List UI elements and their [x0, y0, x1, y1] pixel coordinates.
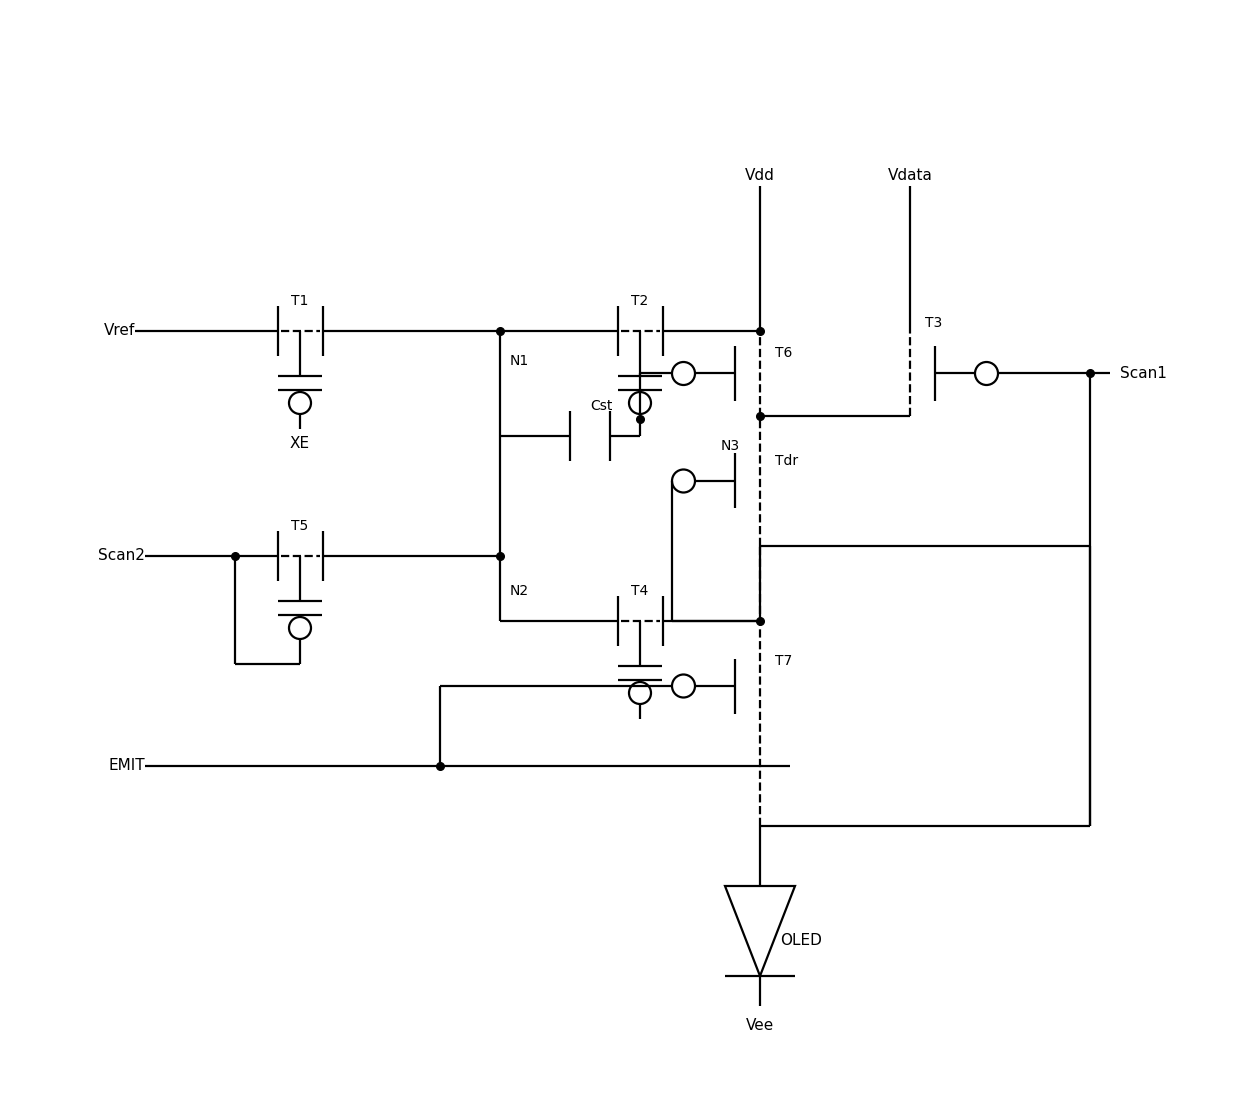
- Text: Tdr: Tdr: [775, 454, 799, 468]
- Text: Cst: Cst: [590, 399, 613, 413]
- Text: T1: T1: [291, 294, 309, 308]
- Text: T5: T5: [291, 520, 309, 533]
- Text: T6: T6: [775, 346, 792, 361]
- Text: N2: N2: [510, 584, 529, 598]
- Text: N3: N3: [720, 439, 740, 453]
- Text: Scan1: Scan1: [1120, 366, 1167, 381]
- Text: EMIT: EMIT: [108, 758, 145, 774]
- Text: Scan2: Scan2: [98, 548, 145, 563]
- Text: OLED: OLED: [780, 934, 822, 948]
- Text: Vdata: Vdata: [888, 169, 932, 183]
- Polygon shape: [725, 886, 795, 977]
- Text: XE: XE: [290, 436, 310, 452]
- Text: Vee: Vee: [746, 1018, 774, 1034]
- Text: N1: N1: [510, 354, 529, 368]
- Text: T4: T4: [631, 584, 649, 598]
- Text: Vdd: Vdd: [745, 169, 775, 183]
- Text: Vref: Vref: [104, 323, 135, 339]
- Text: T7: T7: [775, 654, 792, 667]
- Text: T2: T2: [631, 294, 649, 308]
- Text: T3: T3: [925, 317, 942, 331]
